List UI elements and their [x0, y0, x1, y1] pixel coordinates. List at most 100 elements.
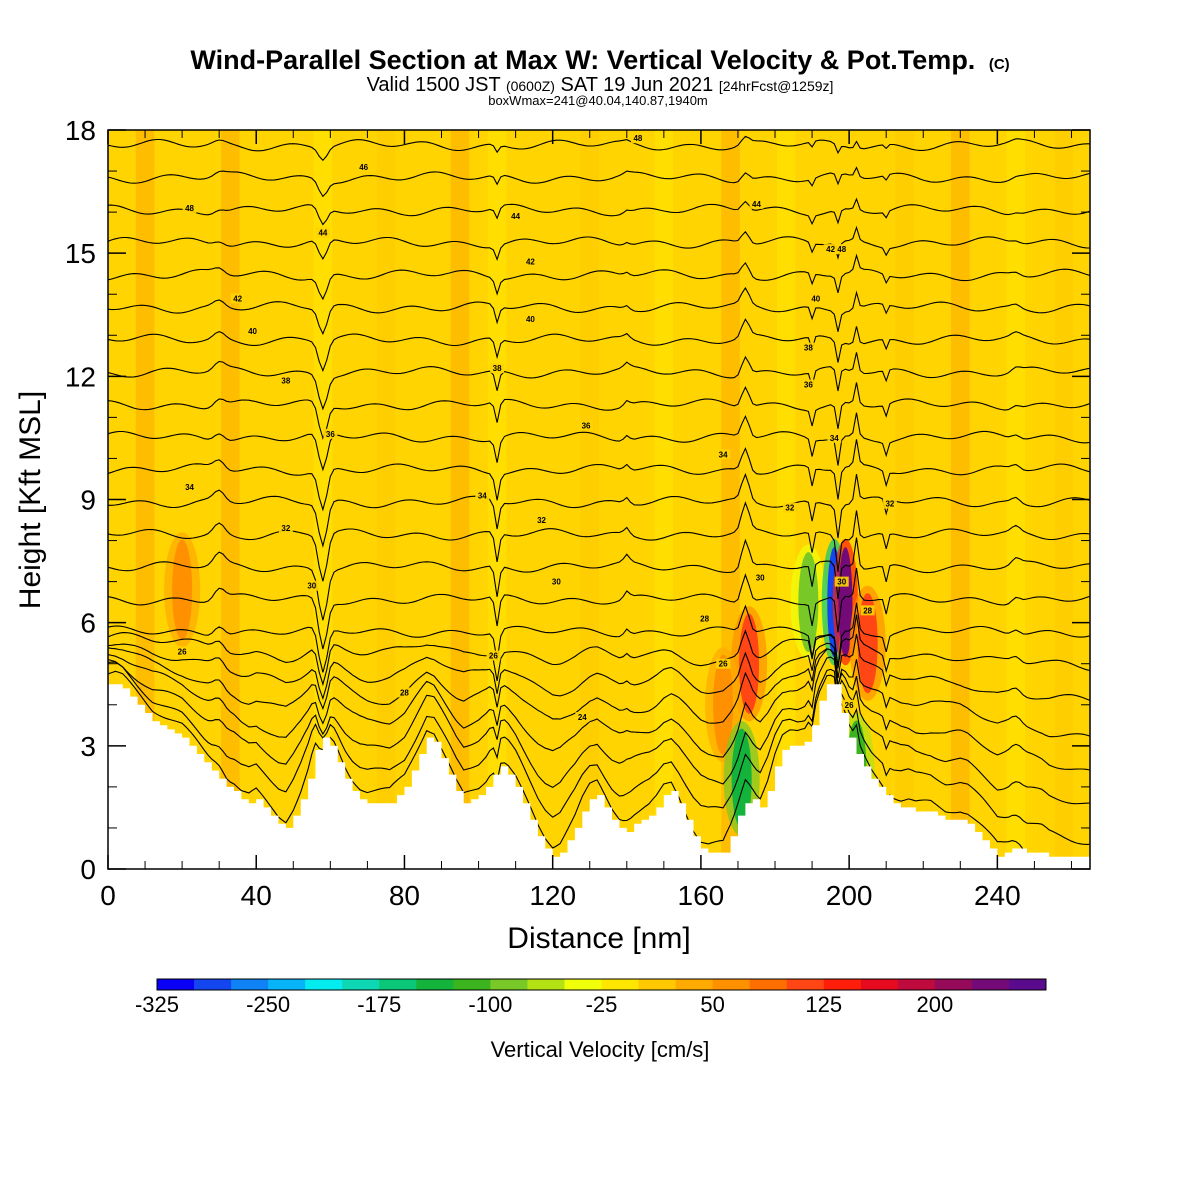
- colorbar-swatch: [934, 979, 973, 990]
- contour-label: 34: [716, 449, 731, 460]
- y-axis-title: Height [Kft MSL]: [14, 391, 47, 609]
- colorbar-swatch: [416, 979, 454, 990]
- theta-contour: [108, 501, 1090, 582]
- contour-label-text: 30: [756, 574, 765, 583]
- theta-contour: [108, 439, 1090, 512]
- colorbar-swatch: [675, 979, 714, 990]
- colorbar-frame: [156, 978, 1047, 991]
- x-tick-label: 160: [678, 880, 725, 911]
- contour-label-text: 44: [752, 200, 761, 209]
- contour-label-text: 44: [318, 229, 327, 238]
- contour-label: 40: [245, 326, 260, 337]
- colorbar-swatch: [305, 979, 343, 990]
- contour-label: 26: [842, 699, 857, 710]
- colorbar-tick-label: -250: [246, 992, 290, 1017]
- subtitle-valid: Valid 1500 JST: [367, 74, 501, 96]
- contour-label: 38: [278, 375, 293, 386]
- contour-label: 36: [801, 379, 816, 390]
- colorbar-swatch: [638, 979, 677, 990]
- contour-label: 34: [475, 490, 490, 501]
- y-tick-label: 15: [65, 238, 96, 269]
- theta-contour: [108, 633, 1090, 701]
- contour-label: 26: [486, 650, 501, 661]
- y-tick-label: 3: [80, 731, 96, 762]
- velocity-streak: [895, 130, 914, 869]
- contour-label: 44: [749, 198, 764, 209]
- colorbar-swatch: [897, 979, 936, 990]
- colorbar-tick-label: -25: [586, 992, 618, 1017]
- theta-contour: [108, 352, 1090, 411]
- chart-title-mark: (C): [989, 56, 1010, 73]
- contour-label: 26: [716, 658, 731, 669]
- contour-label-text: 32: [281, 524, 290, 533]
- theta-contour: [108, 602, 1090, 673]
- contour-label: 36: [323, 428, 338, 439]
- terrain: [108, 684, 1090, 869]
- theta-contour-labels: 2634323038404248444636282634384442403230…: [175, 133, 897, 723]
- contour-label: 48: [182, 203, 197, 214]
- x-tick-label: 80: [389, 880, 420, 911]
- contour-label-text: 48: [185, 204, 194, 213]
- contour-label-text: 26: [845, 701, 854, 710]
- colorbar-tick-label: 125: [805, 992, 842, 1017]
- contour-label-text: 42: [826, 245, 835, 254]
- contour-label-text: 34: [719, 450, 728, 459]
- colorbar-tick-label: -100: [468, 992, 512, 1017]
- contour-label: 32: [882, 498, 897, 509]
- contour-label-text: 36: [582, 422, 591, 431]
- contour-label-text: 32: [537, 516, 546, 525]
- contour-label-text: 26: [178, 647, 187, 656]
- colorbar-title: Vertical Velocity [cm/s]: [491, 1037, 710, 1062]
- x-tick-label: 0: [100, 880, 116, 911]
- colorbar-tick-label: 200: [917, 992, 954, 1017]
- theta-contour: [108, 286, 1090, 336]
- contour-label: 30: [304, 580, 319, 591]
- contour-label-text: 32: [785, 504, 794, 513]
- chart-subtitle: Valid 1500 JST (0600Z) SAT 19 Jun 2021 […: [367, 74, 834, 96]
- theta-contour: [108, 225, 1090, 262]
- contour-label: 30: [834, 576, 849, 587]
- theta-contour: [108, 253, 1090, 301]
- colorbar-swatch: [712, 979, 751, 990]
- colorbar-swatch: [453, 979, 491, 990]
- y-tick-label: 18: [65, 115, 96, 146]
- theta-contour: [108, 647, 1090, 738]
- contour-label-text: 34: [478, 491, 487, 500]
- theta-contour: [108, 670, 1069, 869]
- contour-label: 26: [175, 646, 190, 657]
- colorbar-swatch: [268, 979, 306, 990]
- velocity-streak: [654, 130, 674, 869]
- velocity-cell: [713, 654, 734, 755]
- contour-label: 28: [860, 605, 875, 616]
- contour-label: 40: [523, 313, 538, 324]
- x-tick-label: 40: [241, 880, 272, 911]
- contour-label: 48: [834, 244, 849, 255]
- theta-contour: [108, 656, 1090, 805]
- y-tick-label: 6: [80, 608, 96, 639]
- velocity-streak: [221, 130, 240, 869]
- contour-label: 40: [808, 293, 823, 304]
- colorbar-swatch: [194, 979, 232, 990]
- theta-contour: [108, 197, 1090, 226]
- contour-label: 42: [823, 244, 838, 255]
- velocity-cell: [838, 547, 853, 658]
- contour-label: 46: [356, 161, 371, 172]
- contour-label: 38: [490, 363, 505, 374]
- subtitle-forecast: [24hrFcst@1259z]: [719, 78, 834, 94]
- contour-label-text: 42: [526, 257, 535, 266]
- theta-contour: [108, 318, 1090, 373]
- colorbar-swatch: [527, 979, 565, 990]
- contour-label-text: 38: [281, 376, 290, 385]
- velocity-streak: [135, 130, 155, 869]
- theta-contour: [108, 135, 1090, 162]
- contour-label-text: 40: [248, 327, 257, 336]
- contour-label-text: 28: [700, 615, 709, 624]
- colorbar-swatch: [379, 979, 417, 990]
- velocity-streak: [376, 130, 396, 869]
- subtitle-date: SAT 19 Jun 2021: [561, 74, 714, 96]
- contour-label-text: 38: [493, 364, 502, 373]
- contour-label-text: 32: [885, 500, 894, 509]
- contour-label: 32: [782, 502, 797, 513]
- colorbar-swatch: [1008, 979, 1047, 990]
